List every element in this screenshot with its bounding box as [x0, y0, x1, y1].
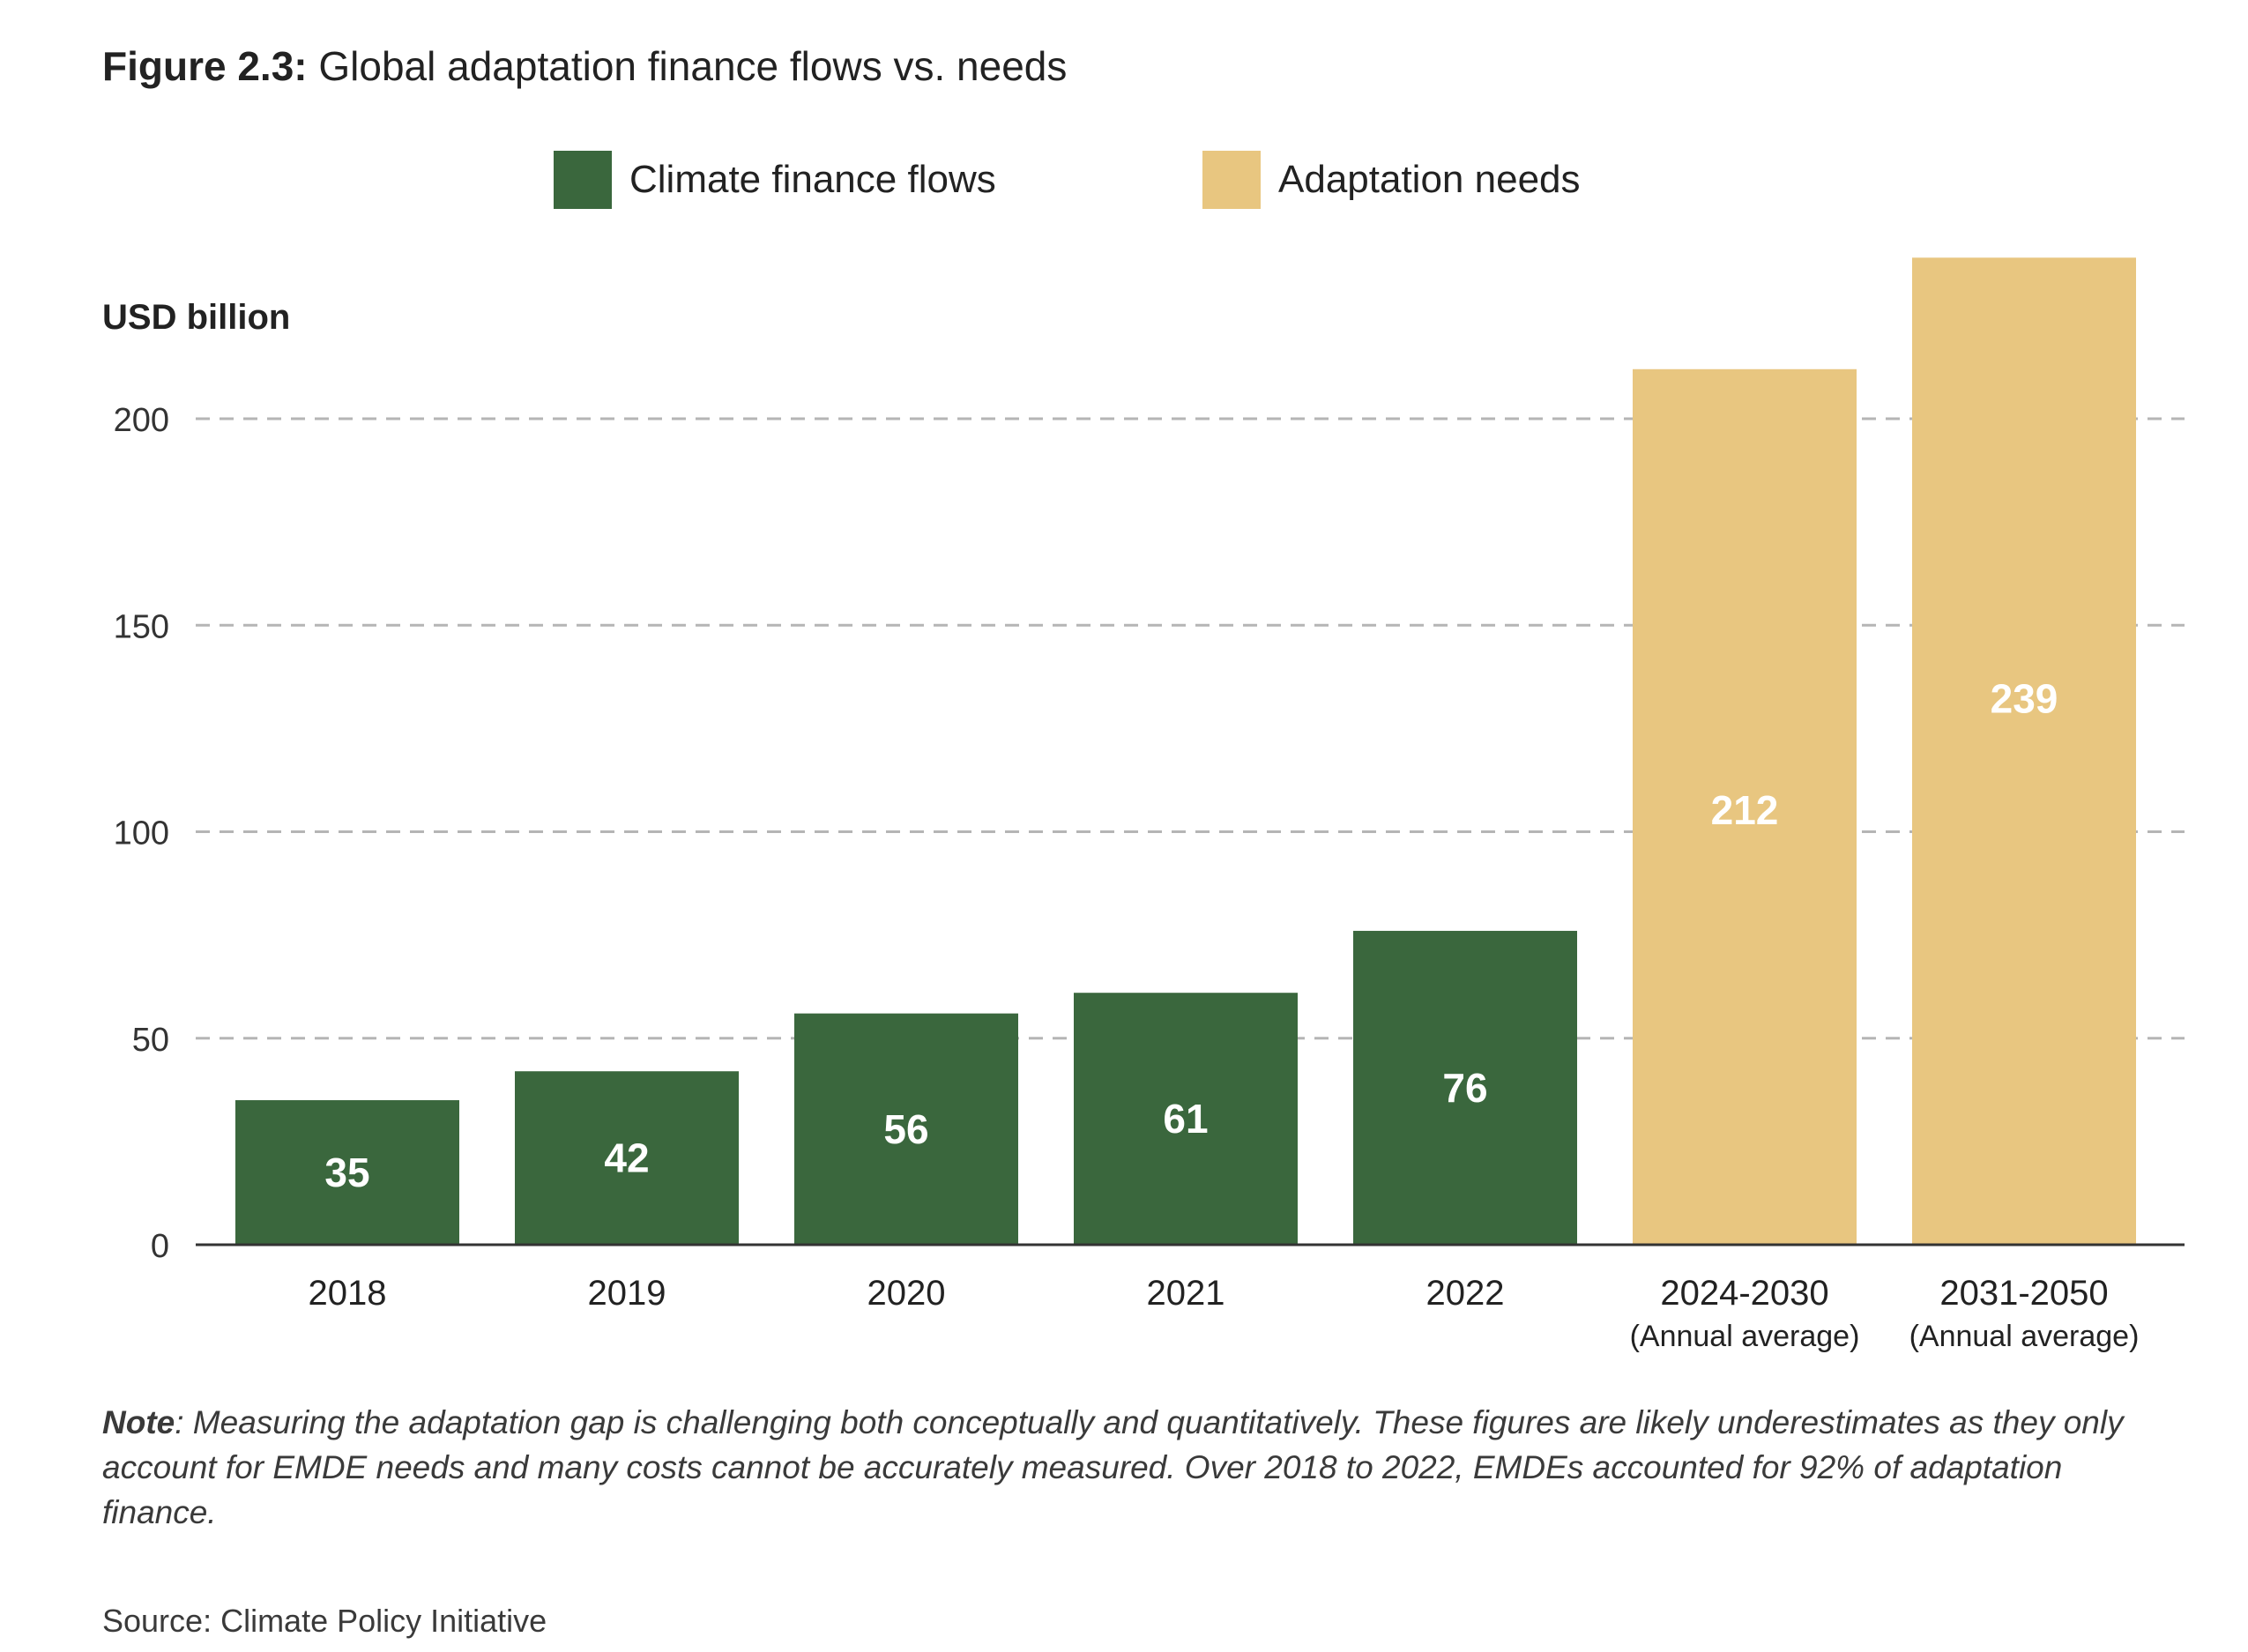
x-tick-label-2020: 2020 [867, 1274, 946, 1313]
x-tick-sublabel-2031-2050: (Annual average) [1909, 1320, 2140, 1353]
legend-swatch-adaptation-needs [1202, 151, 1261, 209]
x-tick-label-2018: 2018 [309, 1274, 387, 1313]
x-tick-label-2021: 2021 [1147, 1274, 1225, 1313]
note-text: : Measuring the adaptation gap is challe… [102, 1404, 2124, 1530]
data-label-2031-2050: 239 [1991, 675, 2058, 721]
bar-2021-flows [1074, 993, 1298, 1245]
x-tick-label-2022: 2022 [1426, 1274, 1505, 1313]
y-tick-label-50: 50 [132, 1022, 169, 1059]
bar-2018-flows [235, 1100, 459, 1245]
bar-chart: 0 50 100 150 200 35 2018 42 2019 56 2020 61 2021 76 20… [114, 257, 2185, 1353]
data-label-2024-2030: 212 [1711, 787, 1779, 833]
y-axis-title: USD billion [102, 298, 291, 337]
x-tick-label-2031-2050: 2031-2050 [1939, 1274, 2108, 1313]
y-tick-label-150: 150 [114, 608, 169, 645]
note-label: Note [102, 1404, 175, 1440]
y-tick-label-100: 100 [114, 815, 169, 852]
figure-title-text: Global adaptation finance flows vs. need… [318, 43, 1068, 89]
data-label-2020: 56 [883, 1106, 928, 1152]
data-label-2019: 42 [604, 1135, 649, 1181]
x-tick-label-2024-2030: 2024-2030 [1660, 1274, 1828, 1313]
legend-label-adaptation-needs: Adaptation needs [1278, 158, 1581, 201]
figure-title: Figure 2.3: Global adaptation finance fl… [102, 39, 1067, 93]
legend-label-climate-finance-flows: Climate finance flows [629, 158, 996, 201]
data-label-2018: 35 [324, 1150, 369, 1195]
bar-2031-2050-needs [1912, 257, 2136, 1245]
y-tick-label-200: 200 [114, 402, 169, 439]
x-tick-label-2019: 2019 [588, 1274, 666, 1313]
legend-item-climate-finance-flows: Climate finance flows [554, 150, 996, 210]
chart-note: Note: Measuring the adaptation gap is ch… [102, 1400, 2156, 1535]
y-tick-label-0: 0 [151, 1228, 169, 1265]
bar-2020-flows [794, 1013, 1018, 1245]
legend-item-adaptation-needs: Adaptation needs [1202, 150, 1581, 210]
figure-label: Figure 2.3: [102, 43, 308, 89]
data-label-2021: 61 [1163, 1096, 1208, 1142]
source-credit: Source: Climate Policy Initiative [102, 1603, 547, 1639]
bar-2024-2030-needs [1633, 368, 1857, 1245]
bar-2019-flows [515, 1071, 739, 1245]
bar-2022-flows [1353, 930, 1577, 1245]
legend-swatch-climate-finance-flows [554, 151, 612, 209]
x-tick-sublabel-2024-2030: (Annual average) [1630, 1320, 1860, 1353]
data-label-2022: 76 [1442, 1065, 1487, 1111]
